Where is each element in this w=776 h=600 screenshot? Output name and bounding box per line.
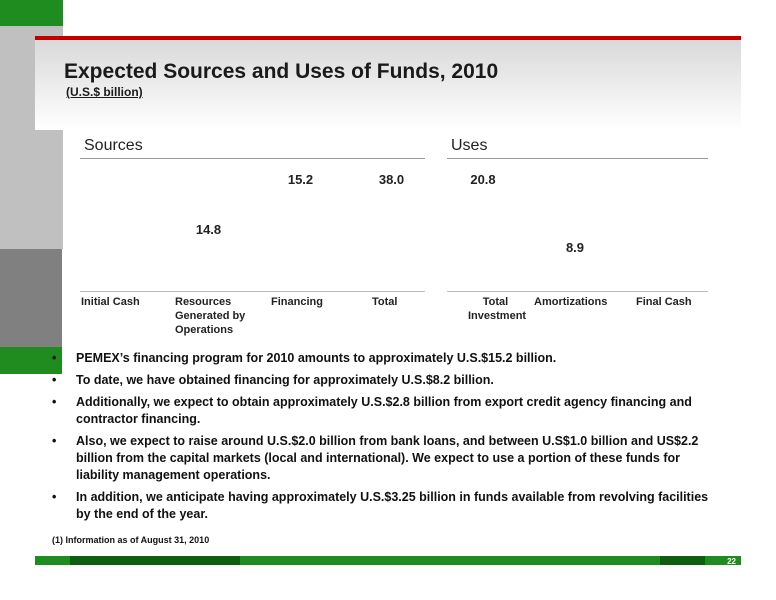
bullet: Additionally, we expect to obtain approx… <box>52 394 722 428</box>
category-label: Resources Generated by Operations <box>175 296 246 336</box>
bullet: In addition, we anticipate having approx… <box>52 489 722 523</box>
bullet: Also, we expect to raise around U.S.$2.0… <box>52 433 722 484</box>
value-label: 20.8 <box>470 172 496 187</box>
bar <box>0 124 63 250</box>
bar <box>0 0 63 27</box>
footer-bar <box>35 556 741 565</box>
bullet: To date, we have obtained financing for … <box>52 372 722 389</box>
bar <box>0 317 62 347</box>
footer-accent <box>660 556 705 565</box>
category-label: Total Investment <box>468 296 527 322</box>
chart-title: Uses <box>451 137 488 154</box>
category-label: Financing <box>271 296 323 308</box>
value-label: 8.4 <box>657 267 677 283</box>
value-label: 8.0 <box>105 268 124 284</box>
slide-subtitle: (U.S.$ billion) <box>66 85 143 99</box>
category-label: Final Cash <box>636 296 692 308</box>
value-label: 15.2 <box>287 172 314 188</box>
top-rule <box>35 36 741 40</box>
chart-title: Sources <box>84 137 143 154</box>
value-label: 14.8 <box>195 222 222 238</box>
category-label: Amortizations <box>534 296 608 308</box>
title-rule <box>447 158 708 159</box>
title-rule <box>80 158 425 159</box>
page-number: 22 <box>727 557 736 566</box>
category-label: Initial Cash <box>81 296 140 308</box>
slide-title: Expected Sources and Uses of Funds, 2010 <box>64 60 499 83</box>
baseline <box>447 291 708 292</box>
header-band <box>35 40 741 130</box>
baseline <box>80 291 425 292</box>
category-label: Total <box>372 296 398 308</box>
footnote: (1) Information as of August 31, 2010 <box>52 535 210 545</box>
footer-accent <box>70 556 240 565</box>
value-label: 8.9 <box>565 240 585 256</box>
bullet: PEMEX’s financing program for 2010 amoun… <box>52 350 722 367</box>
value-label: 38.0 <box>378 172 405 188</box>
bullet-list: PEMEX’s financing program for 2010 amoun… <box>52 350 722 528</box>
bar <box>0 249 62 318</box>
